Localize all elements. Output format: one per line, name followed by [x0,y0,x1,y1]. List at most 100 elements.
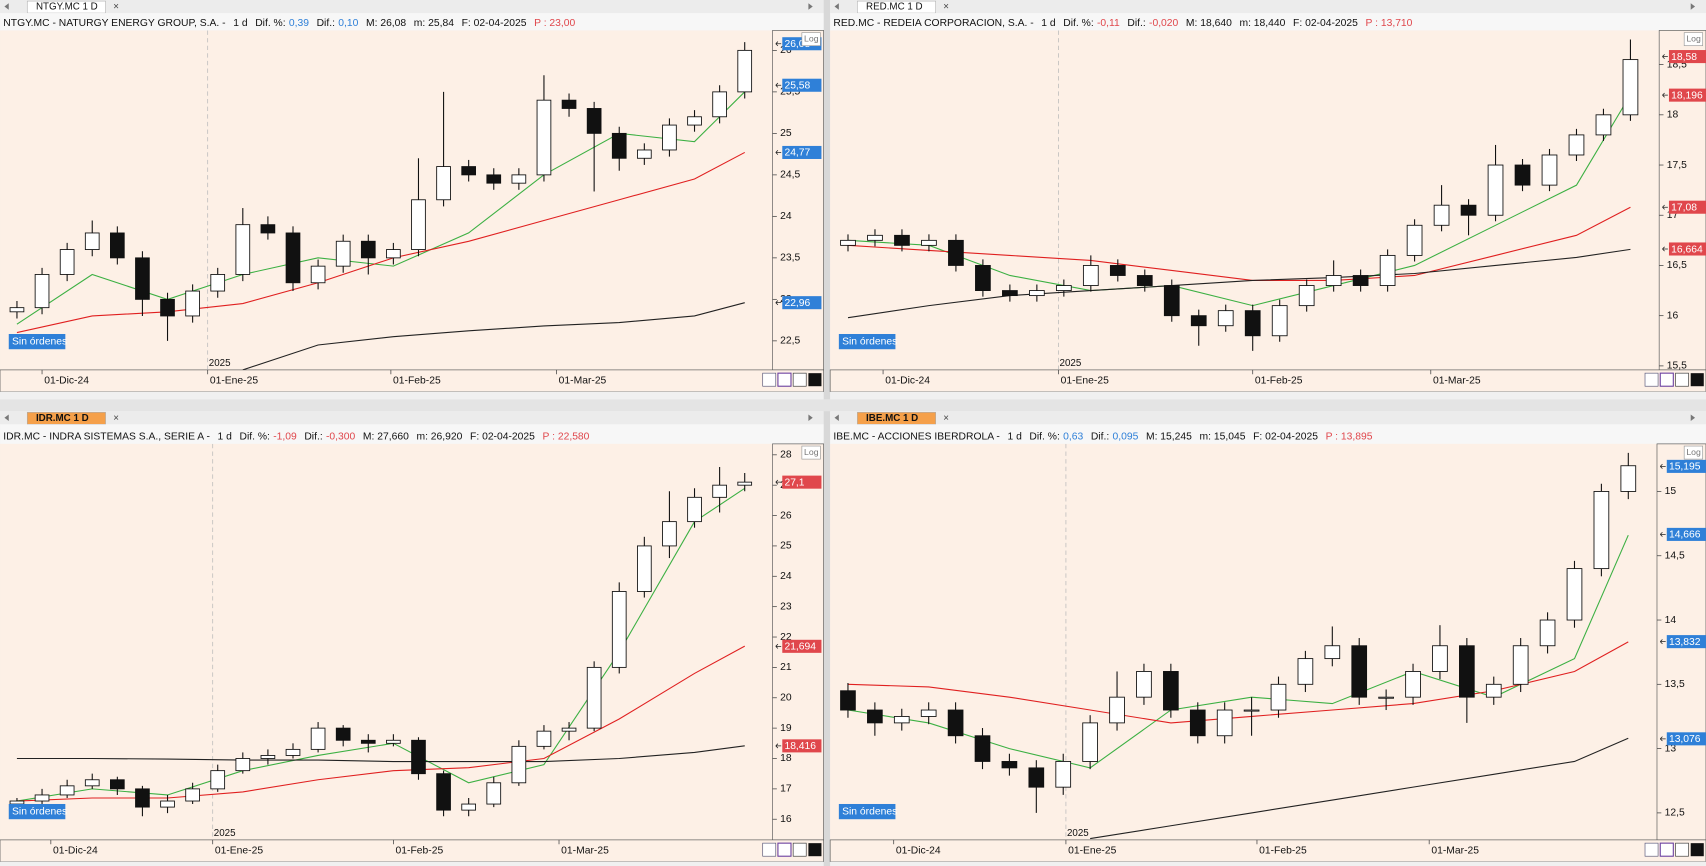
header-max: M: 27,660 [363,431,409,442]
candle-body [511,745,527,784]
orders-badge[interactable] [8,333,66,350]
tab-label[interactable]: IDR.MC 1 D [36,413,89,424]
log-button[interactable] [1683,445,1704,460]
header-bar [830,424,1706,444]
tab-scroll-right[interactable] [808,414,813,422]
price-tag-arrow [1659,531,1666,537]
candle-body [260,755,276,759]
tab-scroll-left[interactable] [834,414,839,422]
candle-body [84,232,100,250]
tool-icon[interactable] [777,372,792,387]
y-tick-label: 17,5 [1667,160,1687,171]
y-tick-label: 12,5 [1665,808,1685,819]
splitter[interactable] [0,399,1706,412]
orders-badge-label[interactable]: Sin órdenes [12,806,67,817]
tab-scroll-right[interactable] [1690,3,1696,10]
candle-body [948,239,964,266]
tool-icon[interactable] [1675,842,1689,857]
orders-badge-label[interactable]: Sin órdenes [12,336,67,347]
header-price: P : 23,00 [534,18,575,29]
candle-body [1514,164,1531,186]
orders-badge[interactable] [838,803,896,820]
candle-body [1405,671,1421,698]
tool-icon[interactable] [762,372,777,387]
tool-icon[interactable] [777,842,792,857]
orders-badge[interactable] [838,333,896,350]
orders-badge-label[interactable]: Sin órdenes [842,336,897,347]
tab-label[interactable]: RED.MC 1 D [866,2,923,13]
header-dif-label: Dif.: [1127,18,1145,29]
log-button-label[interactable]: Log [1686,33,1701,43]
plot-layer [9,30,753,370]
tab-scroll-right[interactable] [808,3,813,10]
y-tick-label: 19 [780,723,792,734]
tool-icon[interactable] [792,842,807,857]
tab-bar [830,411,1706,425]
header-dif-label: Dif.: [304,431,322,442]
tool-icon[interactable] [1690,373,1704,387]
y-tick-label: 20 [780,692,792,703]
tool-icon[interactable] [1659,842,1674,857]
x-tick-label: 01-Feb-25 [1259,846,1307,857]
candle-body [1109,265,1126,276]
orders-badge-label[interactable]: Sin órdenes [842,806,897,817]
tab-scroll-right[interactable] [1690,414,1696,422]
candle-body [360,240,376,259]
header-dif: 0,095 [1112,431,1138,442]
tab-label[interactable]: IBE.MC 1 D [866,413,918,424]
candle-body [235,758,251,772]
price-tag [1666,459,1706,473]
candle-body [611,591,627,668]
candle-body [687,496,702,523]
y-tick-label: 22,5 [780,336,800,347]
tab-label[interactable]: NTGY.MC 1 D [36,2,98,13]
candle-body [1459,645,1475,698]
header-min: m: 15,045 [1200,431,1246,442]
price-tag [782,296,822,310]
tab-close[interactable]: × [943,413,949,424]
log-button-label[interactable]: Log [804,33,819,43]
orders-badge[interactable] [8,803,66,820]
header-name: IBE.MC - ACCIONES IBERDROLA - [833,431,999,442]
y-tick-label: 21 [780,662,792,673]
candle-body [1163,671,1179,711]
candle-body [386,249,401,259]
tool-icon[interactable] [1644,372,1659,387]
candle-body [411,199,426,250]
log-button[interactable] [1683,32,1704,47]
tool-icon[interactable] [762,842,777,857]
splitter[interactable] [823,0,831,866]
tool-icon[interactable] [1675,372,1689,387]
tab-scroll-left[interactable] [834,3,839,10]
candle-body [109,779,125,790]
tool-icon[interactable] [808,373,822,387]
log-button[interactable] [801,445,821,460]
log-button-label[interactable]: Log [1686,447,1701,457]
header-dif-pct-label: Dif. %: [1063,18,1093,29]
candle-body [662,124,677,151]
price-tag [1668,200,1706,214]
tab-close[interactable]: × [943,2,949,13]
log-button-label[interactable]: Log [804,447,819,457]
log-button[interactable] [801,32,821,47]
header-date: F: 02-04-2025 [1253,431,1318,442]
tab-scroll-left[interactable] [4,3,9,10]
tool-icon[interactable] [1644,842,1659,857]
tab-close[interactable]: × [113,413,119,424]
tool-icon[interactable] [808,843,822,857]
tab-bar [0,411,824,425]
tab-scroll-left[interactable] [4,414,9,422]
tool-icon[interactable] [792,372,807,387]
header-min: m: 26,920 [416,431,462,442]
price-tag-label: 18,58 [1671,52,1697,63]
header-dif: 0,10 [338,18,358,29]
x-tick-label: 01-Dic-24 [896,846,941,857]
price-tag-arrow [775,82,782,88]
tab-close[interactable]: × [113,2,119,13]
price-tag-arrow [775,150,782,155]
tool-icon[interactable] [1690,843,1704,857]
candle-body [1243,709,1260,712]
price-tag [782,78,822,92]
tool-icon[interactable] [1659,372,1674,387]
